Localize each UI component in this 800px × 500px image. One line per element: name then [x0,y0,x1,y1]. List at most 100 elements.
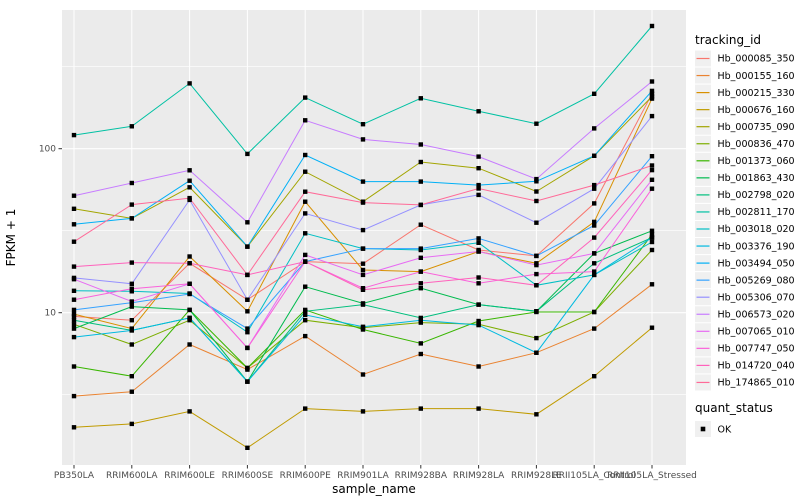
data-point-marker [129,124,134,129]
data-point-marker [71,322,77,327]
data-point-marker [649,163,655,168]
panel-background [62,10,686,465]
data-point-marker [71,393,77,399]
data-point-marker [303,259,308,264]
data-point-marker [592,182,597,188]
data-point-marker [129,304,134,309]
data-point-marker [360,327,366,332]
data-point-marker [476,302,481,307]
data-point-marker [129,260,134,265]
legend-entry-Hb_007747_050: Hb_007747_050 [695,340,795,357]
data-point-marker [71,239,77,244]
data-point-marker [245,151,250,157]
data-point-marker [303,231,308,236]
legend-entry-label: Hb_005306_070 [718,292,795,303]
data-point-marker [649,167,655,173]
tracking-id-legend: Hb_000085_350 Hb_000155_160 Hb_000215_330 H… [695,50,795,391]
legend-title-quant-status: quant_status [695,401,773,415]
data-point-marker [360,324,366,329]
data-point-marker [245,330,250,335]
data-point-marker [649,154,655,159]
data-point-marker [649,228,655,233]
data-point-marker [303,333,308,339]
data-point-marker [360,272,366,278]
legend-entry-Hb_000735_090: Hb_000735_090 [695,118,795,135]
data-point-marker [418,351,423,357]
data-point-marker [534,220,539,225]
data-point-marker [187,318,192,323]
x-tick-label: PB350LA [54,471,95,481]
data-point-marker [129,389,134,394]
data-point-marker [418,202,423,208]
data-point-marker [187,409,192,414]
data-point-marker [476,109,481,114]
legend-entry-label: Hb_007065_010 [718,327,795,338]
data-point-marker [187,315,192,321]
data-point-marker [649,325,655,330]
data-point-marker [534,176,539,182]
data-point-marker [245,445,250,450]
data-point-marker [592,374,597,379]
data-point-marker [534,309,539,314]
data-point-marker [303,211,308,216]
data-point-marker [649,282,655,287]
data-point-marker [649,91,655,96]
legend-entry-Hb_003494_050: Hb_003494_050 [695,255,795,272]
data-point-marker [303,406,308,411]
data-point-marker [245,345,250,351]
legend-entry-label: Hb_000676_160 [718,105,795,116]
data-point-marker [71,288,77,293]
data-point-marker [245,272,250,278]
data-point-marker [476,249,481,254]
data-point-marker [534,271,539,277]
data-point-marker [360,287,366,292]
legend-entry-Hb_002798_020: Hb_002798_020 [695,186,795,203]
data-point-marker [187,291,192,297]
data-point-marker [303,95,308,100]
legend-entry-Hb_174865_010: Hb_174865_010 [695,374,795,391]
legend-entry-label: Hb_000085_350 [718,54,795,65]
y-tick-label: 10 [45,309,57,319]
data-point-marker [71,264,77,269]
data-point-marker [476,406,481,411]
quant-status-legend-entry: OK [695,421,732,437]
data-point-marker [245,297,250,302]
legend-entry-Hb_001373_060: Hb_001373_060 [695,152,795,169]
data-point-marker [592,223,597,228]
data-point-marker [360,302,366,307]
legend-entry-Hb_006573_020: Hb_006573_020 [695,306,795,323]
data-point-marker [129,374,134,379]
legend-entry-label: Hb_000735_090 [718,122,795,133]
data-point-marker [129,286,134,291]
data-point-marker [534,121,539,126]
data-point-marker [534,253,539,259]
data-point-marker [71,334,77,340]
data-point-marker [476,154,481,159]
x-tick-label: RRIM928LA [453,471,505,481]
legend-entry-label: Hb_003376_190 [718,241,795,252]
legend-entry-label: Hb_002811_170 [718,207,795,218]
x-tick-label: RRIM928BA [395,471,448,481]
data-point-marker [360,137,366,142]
data-point-marker [360,261,366,266]
data-point-marker [360,179,366,184]
data-point-marker [187,178,192,183]
legend-entry-Hb_000085_350: Hb_000085_350 [695,50,795,67]
data-point-marker [476,182,481,188]
legend-entry-Hb_000836_470: Hb_000836_470 [695,135,795,152]
data-point-marker [418,320,423,325]
data-point-marker [187,195,192,201]
data-point-marker [649,232,655,237]
data-point-marker [418,222,423,227]
data-point-marker [129,299,134,304]
data-point-marker [360,409,366,414]
data-point-marker [187,168,192,173]
data-point-marker [418,315,423,321]
data-point-marker [418,281,423,286]
data-point-marker [592,186,597,191]
data-point-marker [129,421,134,427]
legend-entry-label: Hb_000155_160 [718,71,795,82]
data-point-marker [303,309,308,314]
data-point-marker [129,289,134,294]
data-point-marker [534,198,539,204]
